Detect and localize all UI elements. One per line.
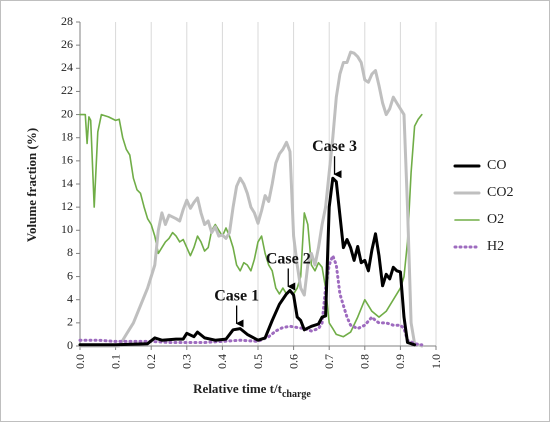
x-tick-label: 0.3 [180,354,194,369]
y-tick-label: 18 [61,129,73,143]
y-tick-label: 2 [67,315,73,329]
legend-label-co2: CO2 [487,185,513,200]
y-tick-label: 14 [61,176,73,190]
annotation-label: Case 1 [214,287,259,304]
x-tick-label: 0.6 [286,354,300,369]
y-tick-label: 20 [61,106,73,120]
y-tick-label: 24 [61,60,73,74]
x-axis-title-main: Relative time t/t [193,381,282,396]
annotation-label: Case 2 [266,250,311,267]
legend: CO CO2 O2 H2 [453,158,513,254]
x-tick-label: 0.7 [322,354,336,369]
y-tick-label: 22 [61,83,73,97]
series-line-o2 [79,113,423,338]
annotations: Case 1 Case 2 Case 3 [214,138,357,328]
axes: 0.0 0.1 0.2 0.3 0.4 0.5 0.6 0.7 0.8 0.9 1.00246810… [61,14,443,369]
y-tick-label: 26 [61,37,73,51]
legend-label-co: CO [487,158,506,173]
x-tick-label: 1.0 [429,354,443,369]
x-axis-title-subscript: charge [282,389,311,400]
x-tick-label: 0.8 [358,354,372,369]
x-tick-label: 0.2 [144,354,158,369]
annotation-label: Case 3 [312,138,357,155]
x-tick-label: 0.5 [251,354,265,369]
x-tick-label: 0.1 [108,354,122,369]
y-tick-label: 6 [67,268,73,282]
y-tick-label: 4 [67,291,73,305]
legend-label-o2: O2 [487,212,504,227]
x-tick-label: 0.9 [393,354,407,369]
legend-label-h2: H2 [487,239,504,254]
y-tick-label: 0 [67,338,73,352]
series-line-h2 [78,254,424,347]
x-tick-label: 0.0 [73,354,87,369]
y-axis-title: Volume fraction (%) [24,128,39,242]
y-tick-label: 10 [61,222,73,236]
x-axis-title: Relative time t/tcharge [193,381,311,400]
y-tick-label: 12 [61,199,73,213]
series-line-co2 [78,50,424,348]
y-tick-label: 16 [61,153,73,167]
y-tick-label: 28 [61,14,73,28]
series-lines [78,50,424,348]
grid-lines [115,22,437,346]
x-tick-label: 0.4 [215,354,229,369]
series-line-co [78,176,417,347]
y-tick-label: 8 [67,245,73,259]
